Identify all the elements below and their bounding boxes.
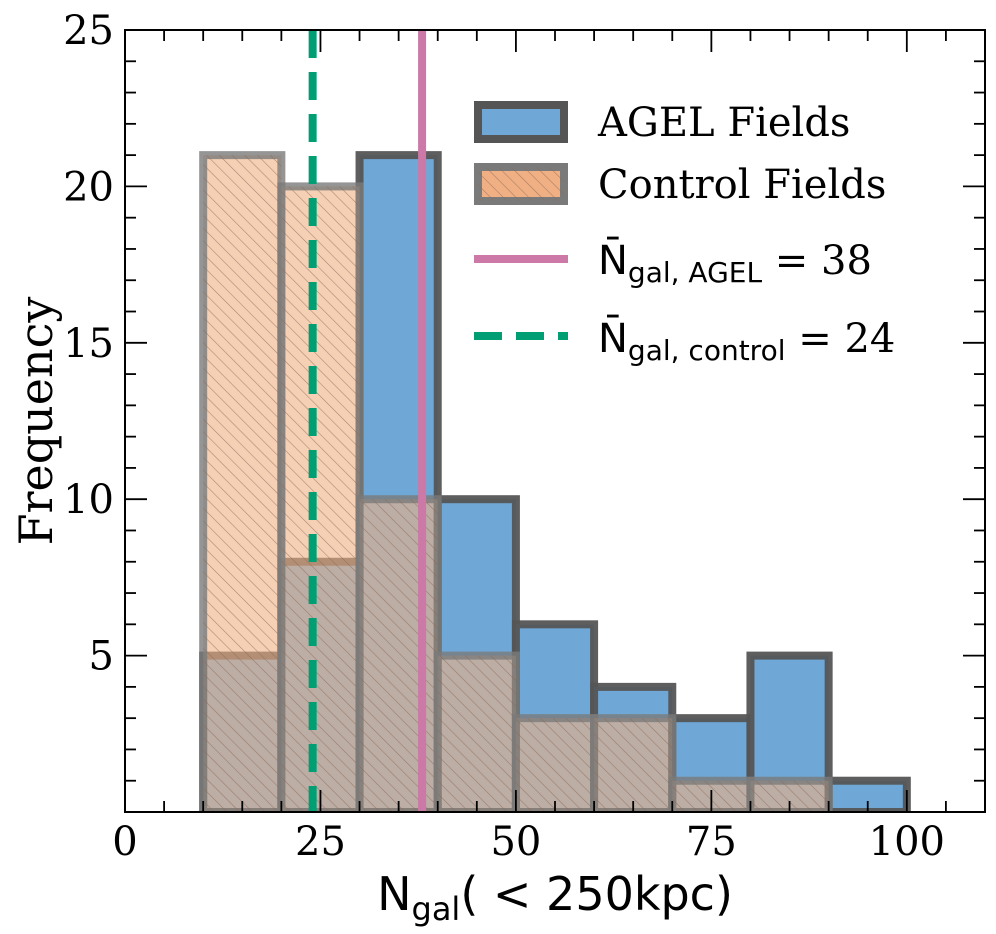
- control-bar-hatch: [515, 718, 595, 812]
- y-tick-label: 5: [89, 634, 114, 680]
- y-tick-label: 25: [63, 8, 114, 54]
- x-axis-label: Ngal( < 250kpc): [377, 867, 733, 928]
- legend-control-mean-rest: = 24: [786, 316, 896, 362]
- y-tick-label: 15: [63, 321, 114, 367]
- legend-control-mean-sub: gal, control: [628, 334, 786, 367]
- y-tick-labels: 5 10 15 20 25: [63, 8, 114, 680]
- x-tick-label: 75: [686, 819, 737, 865]
- y-tick-label: 10: [63, 477, 114, 523]
- legend-agel-mean-sub: gal, AGEL: [628, 256, 763, 289]
- x-axis-label-rest: ( < 250kpc): [460, 867, 733, 921]
- control-fields-bars: [199, 151, 833, 812]
- legend-agel-mean-main: N̄: [598, 236, 628, 284]
- x-tick-labels: 0 25 50 75 100: [112, 819, 945, 865]
- y-tick-label: 20: [63, 164, 114, 210]
- x-axis-label-sub: gal: [412, 890, 461, 928]
- x-tick-label: 0: [112, 819, 137, 865]
- legend: AGEL Fields Control Fields N̄gal, AGEL =…: [474, 100, 895, 367]
- legend-swatch-control-hatch: [478, 167, 564, 201]
- legend-label-control-mean: N̄gal, control = 24: [598, 314, 895, 367]
- mean-lines: [308, 30, 427, 812]
- x-tick-label: 100: [869, 819, 945, 865]
- plot-frame: [124, 29, 986, 813]
- x-axis-label-main: N: [377, 867, 411, 921]
- control-bar-hatch: [203, 155, 282, 812]
- x-tick-label: 25: [295, 819, 346, 865]
- y-axis-label: Frequency: [9, 297, 63, 546]
- control-bar-hatch: [281, 186, 360, 812]
- control-bar-hatch: [594, 718, 673, 812]
- control-bar-hatch: [437, 655, 516, 812]
- legend-control-mean-main: N̄: [598, 314, 628, 362]
- x-tick-label: 50: [490, 819, 541, 865]
- legend-swatch-agel: [474, 101, 568, 143]
- legend-agel-mean-rest: = 38: [762, 238, 872, 284]
- legend-label-agel-mean: N̄gal, AGEL = 38: [598, 236, 872, 289]
- legend-label-control: Control Fields: [598, 162, 886, 208]
- legend-label-agel: AGEL Fields: [597, 100, 850, 146]
